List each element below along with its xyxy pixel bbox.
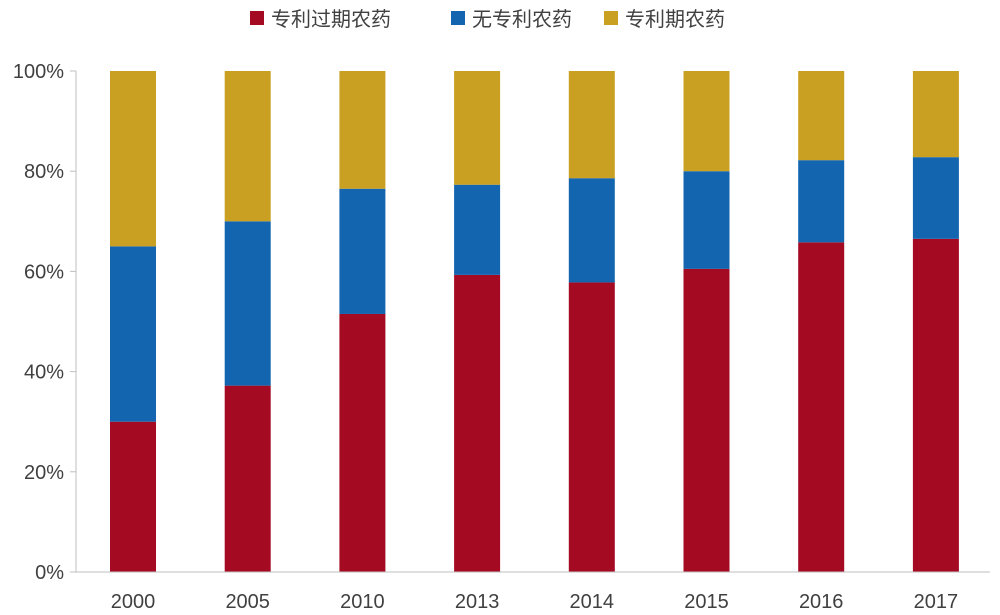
bar-group-2016 — [798, 71, 845, 573]
bar-segment-series-2-2015 — [683, 171, 730, 269]
x-tick-label: 2016 — [799, 591, 844, 613]
legend-item-2: 无专利农药 — [451, 7, 572, 31]
x-tick-label: 2010 — [340, 591, 385, 613]
bar-segment-series-3-2000 — [110, 71, 156, 247]
x-tick-label: 2017 — [914, 591, 959, 613]
bar-group-2017 — [912, 71, 959, 572]
legend-swatch — [250, 11, 264, 25]
legend-swatch — [451, 11, 465, 25]
y-tick-label: 0% — [35, 562, 64, 584]
bar-segment-series-3-2013 — [454, 71, 501, 185]
bar-segment-series-1-2010 — [339, 313, 386, 572]
bar-segment-series-2-2000 — [110, 246, 156, 422]
bar-group-2010 — [339, 71, 386, 572]
bar-segment-series-2-2005 — [224, 221, 271, 386]
bar-segment-series-3-2015 — [683, 71, 730, 172]
bar-segment-series-2-2013 — [454, 184, 501, 275]
bar-segment-series-3-2016 — [798, 71, 845, 161]
legend: 专利过期农药 无专利农药 专利期农药 — [250, 7, 725, 31]
bar-segment-series-1-2014 — [568, 282, 615, 572]
y-tick-label: 60% — [24, 261, 64, 283]
bar-group-2000 — [110, 71, 156, 572]
x-tick-label: 2013 — [455, 591, 500, 613]
bar-segment-series-1-2017 — [912, 238, 959, 572]
legend-label: 专利期农药 — [625, 7, 725, 31]
bar-segment-series-2-2014 — [568, 178, 615, 283]
legend-label: 专利过期农药 — [271, 7, 391, 31]
bar-segment-series-1-2000 — [110, 421, 156, 572]
bar-segment-series-1-2015 — [683, 268, 730, 572]
x-tick-label: 2015 — [684, 591, 729, 613]
x-axis: 2000 2005 2010 2013 2014 2015 2016 2017 — [76, 571, 990, 613]
legend-item-3: 专利期农药 — [604, 7, 725, 31]
bar-segment-series-1-2016 — [798, 242, 845, 573]
bar-segment-series-2-2017 — [912, 157, 959, 239]
y-tick-label: 80% — [24, 161, 64, 183]
x-tick-label: 2005 — [225, 591, 270, 613]
bar-group-2013 — [454, 71, 501, 572]
legend-label: 无专利农药 — [472, 7, 572, 31]
legend-item-1: 专利过期农药 — [250, 7, 391, 31]
y-axis: 0% 20% 40% 60% 80% 100% — [13, 61, 77, 584]
y-tick-label: 40% — [24, 362, 64, 384]
x-tick-label: 2014 — [570, 591, 615, 613]
bar-group-2015 — [683, 71, 730, 572]
bar-segment-series-2-2016 — [798, 160, 845, 243]
bar-segment-series-3-2005 — [224, 71, 271, 222]
y-tick-label: 20% — [24, 462, 64, 484]
bar-group-2014 — [568, 71, 615, 572]
bar-group-2005 — [224, 71, 271, 572]
x-tick-label: 2000 — [111, 591, 156, 613]
bar-segment-series-1-2013 — [454, 274, 501, 572]
bar-segment-series-3-2017 — [912, 71, 959, 158]
bar-segment-series-1-2005 — [224, 385, 271, 572]
bars-area — [110, 71, 959, 573]
y-tick-label: 100% — [13, 61, 64, 83]
legend-swatch — [604, 11, 618, 25]
bar-segment-series-2-2010 — [339, 188, 386, 314]
bar-segment-series-3-2014 — [568, 71, 615, 179]
bar-segment-series-3-2010 — [339, 71, 386, 189]
